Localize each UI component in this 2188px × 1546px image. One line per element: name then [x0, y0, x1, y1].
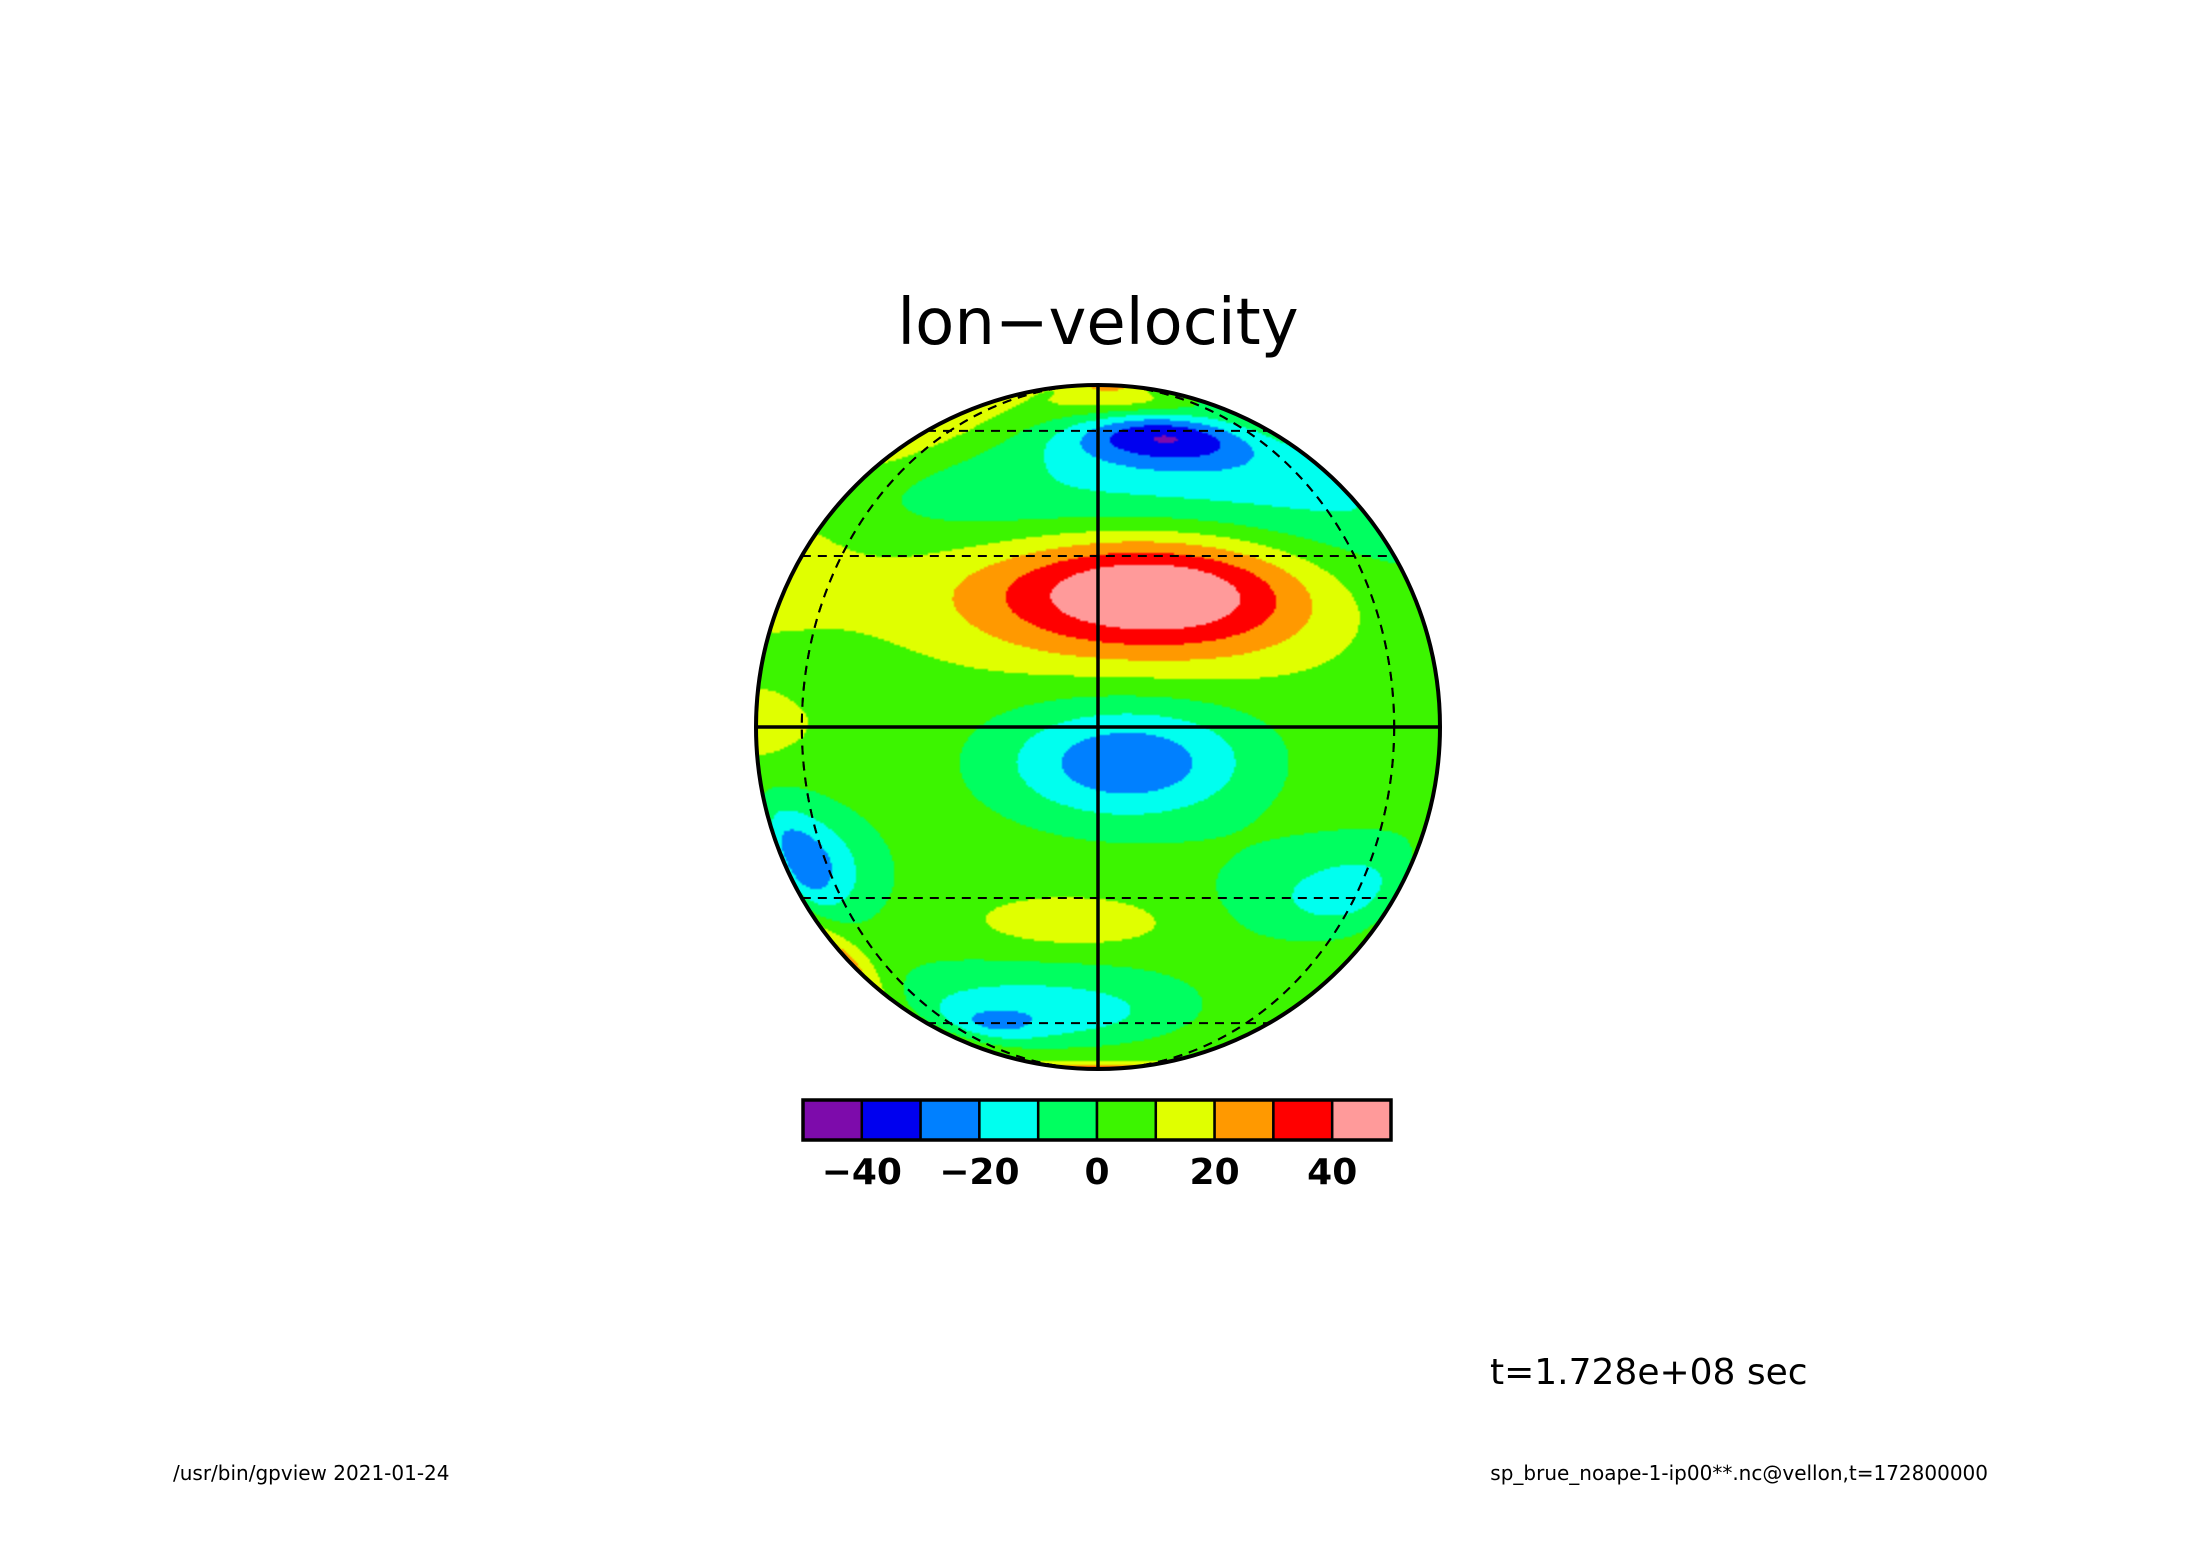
colorbar-tick-label: 0	[1084, 1152, 1109, 1193]
colorbar-swatch	[978, 1098, 1040, 1142]
footer-right: sp_brue_noape-1-ip00**.nc@vellon,t=17280…	[1490, 1461, 1988, 1485]
colorbar-swatch	[1330, 1098, 1393, 1142]
graticule	[756, 385, 1440, 1069]
globe-map	[754, 383, 1442, 1071]
colorbar-tick-label: −20	[939, 1152, 1019, 1193]
chart-title: lon−velocity	[897, 286, 1298, 360]
colorbar-swatch	[801, 1098, 864, 1142]
colorbar-swatch	[1213, 1098, 1275, 1142]
colorbar-frame	[801, 1098, 1393, 1142]
colorbar-swatch	[1154, 1098, 1216, 1142]
colorbar-tick-label: 40	[1307, 1152, 1357, 1193]
colorbar-tick-label: −40	[822, 1152, 902, 1193]
colorbar-swatch	[1272, 1098, 1334, 1142]
footer-left: /usr/bin/gpview 2021-01-24	[173, 1461, 450, 1485]
colorbar-swatch	[1036, 1098, 1099, 1142]
colorbar-swatch	[919, 1098, 981, 1142]
colorbar-swatch	[860, 1098, 922, 1142]
colorbar-tick-label: 20	[1190, 1152, 1240, 1193]
globe-outline	[754, 383, 1442, 1071]
colorbar: −40 −20 0 20 40	[801, 1098, 1393, 1193]
time-label: t=1.728e+08 sec	[1490, 1352, 1808, 1393]
colorbar-swatch	[1095, 1098, 1158, 1142]
